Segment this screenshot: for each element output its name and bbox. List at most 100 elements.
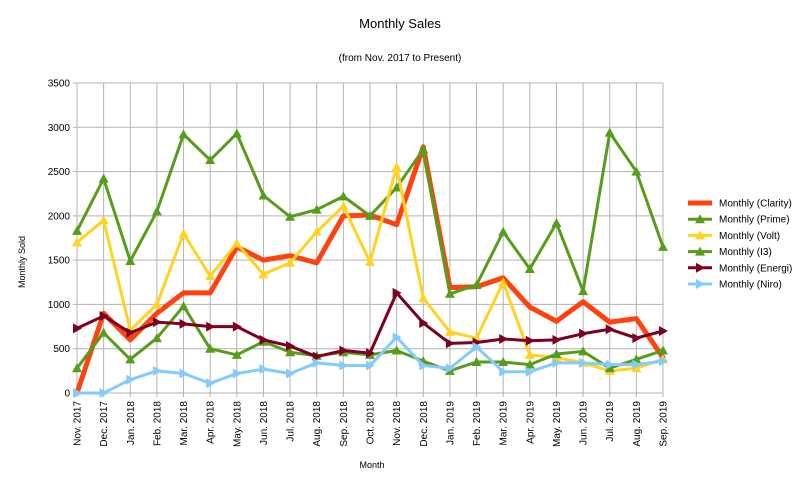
y-tick-label: 1000	[48, 300, 71, 311]
data-point	[126, 374, 136, 385]
data-point	[285, 257, 296, 267]
data-point	[391, 162, 402, 172]
legend-label: Monthly (Energi)	[719, 263, 792, 274]
x-tick-label: Sep. 2018	[339, 401, 350, 447]
series-4	[73, 287, 668, 362]
data-point	[365, 210, 375, 220]
series-1	[72, 127, 668, 298]
legend-label: Monthly (Clarity)	[719, 199, 792, 210]
chart-title: Monthly Sales	[359, 16, 441, 31]
data-point	[632, 333, 642, 344]
data-point	[232, 368, 242, 379]
series-5	[73, 332, 668, 398]
data-point	[444, 326, 455, 336]
x-tick-label: Jan. 2019	[445, 401, 456, 445]
data-point	[285, 347, 296, 357]
data-point	[658, 241, 668, 251]
x-tick-label: Dec. 2017	[99, 401, 110, 447]
data-point	[578, 346, 589, 356]
data-point	[658, 345, 668, 355]
data-point	[578, 286, 589, 296]
y-tick-label: 3000	[48, 123, 71, 134]
data-point	[338, 201, 349, 211]
data-point	[258, 269, 269, 279]
data-point	[659, 326, 668, 336]
data-point	[525, 366, 535, 377]
data-point	[285, 211, 296, 221]
data-point	[392, 332, 402, 343]
data-point	[259, 334, 269, 345]
data-point	[525, 335, 535, 346]
data-point	[391, 345, 402, 355]
data-point	[179, 368, 189, 379]
y-tick-label: 2000	[48, 211, 71, 222]
data-point	[206, 321, 216, 332]
data-point	[498, 226, 509, 236]
data-point	[231, 238, 242, 248]
x-tick-label: Nov. 2018	[392, 401, 403, 446]
data-point	[696, 279, 705, 289]
data-point	[632, 359, 642, 370]
x-tick-label: Mar. 2019	[499, 401, 510, 446]
axes: 0 500 1000 1500 2000 2500 3000 3500 Nov. 2017 Dec…	[48, 79, 670, 447]
series-lines	[72, 127, 668, 398]
data-point	[99, 310, 109, 321]
data-point	[696, 262, 705, 273]
data-point	[73, 323, 82, 334]
data-point	[392, 287, 402, 298]
data-point	[286, 368, 296, 379]
data-point	[631, 166, 642, 176]
legend-label: Monthly (Volt)	[719, 231, 780, 242]
data-point	[258, 190, 269, 200]
data-point	[72, 363, 82, 373]
data-point	[605, 324, 615, 335]
data-point	[311, 226, 322, 236]
x-tick-label: Aug. 2019	[632, 401, 643, 447]
data-point	[231, 128, 242, 138]
x-tick-label: Apr. 2019	[525, 401, 536, 444]
x-tick-label: Jun. 2019	[579, 401, 590, 445]
data-point	[152, 365, 162, 376]
data-point	[552, 357, 562, 368]
legend: Monthly (Clarity) Monthly (Prime) Monthly …	[688, 199, 792, 291]
data-point	[151, 206, 162, 216]
x-tick-label: Feb. 2019	[472, 401, 483, 446]
y-tick-label: 500	[53, 344, 70, 355]
legend-label: Monthly (I3)	[719, 247, 772, 258]
data-point	[152, 317, 162, 328]
data-point	[524, 264, 535, 273]
data-point	[472, 341, 482, 352]
x-tick-label: Oct. 2018	[366, 401, 377, 445]
data-point	[98, 215, 109, 225]
data-point	[72, 225, 82, 235]
x-tick-label: Jun. 2018	[259, 401, 270, 445]
data-point	[125, 256, 136, 266]
data-point	[604, 363, 615, 373]
data-point	[551, 349, 562, 359]
x-tick-label: Feb. 2018	[152, 401, 163, 446]
data-point	[178, 129, 189, 139]
data-point	[471, 357, 482, 366]
data-point	[151, 333, 162, 343]
data-point	[126, 327, 136, 338]
x-tick-label: Aug. 2018	[312, 401, 323, 447]
legend-label: Monthly (Niro)	[719, 280, 782, 291]
data-point	[366, 348, 375, 359]
x-tick-label: Nov. 2017	[73, 401, 84, 446]
data-point	[631, 363, 642, 373]
y-axis-label: Monthly Sold	[17, 236, 27, 288]
y-tick-label: 0	[64, 389, 70, 400]
data-point	[551, 217, 562, 227]
series-2	[72, 162, 668, 375]
x-tick-label: May. 2018	[232, 401, 243, 447]
data-point	[444, 288, 455, 298]
data-point	[73, 388, 82, 398]
x-tick-label: Jan. 2018	[126, 401, 137, 445]
x-tick-label: Mar. 2018	[179, 401, 190, 446]
data-point	[178, 301, 189, 311]
data-point	[312, 357, 322, 368]
y-tick-label: 1500	[48, 256, 71, 267]
data-point	[499, 366, 509, 377]
data-point	[695, 246, 705, 256]
data-point	[695, 230, 705, 240]
